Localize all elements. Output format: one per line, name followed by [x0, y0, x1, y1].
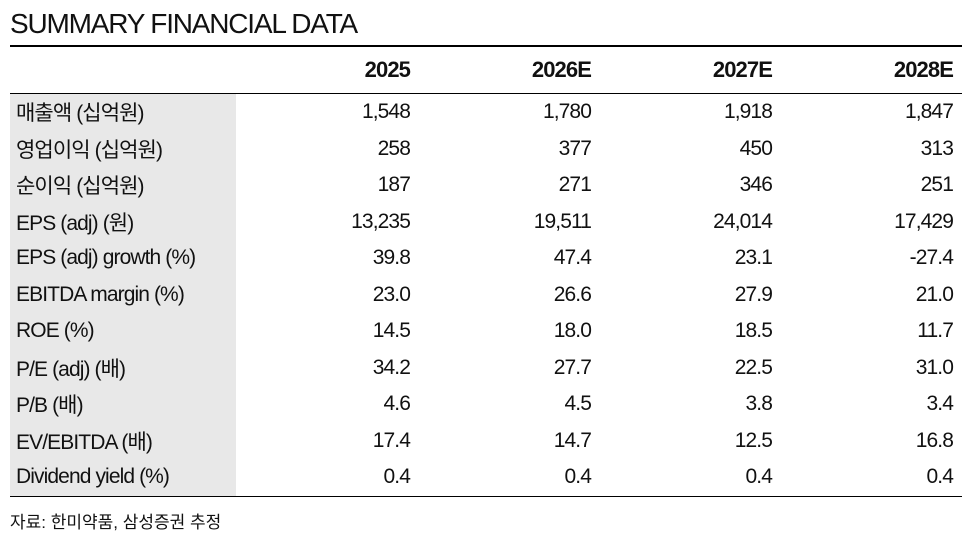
table-cell: 39.8: [372, 246, 411, 270]
table-row: P/B (배) 4.6 4.5 3.8 3.4: [10, 386, 962, 423]
table-cell: 47.4: [553, 246, 592, 270]
table-row: 영업이익 (십억원) 258 377 450 313: [10, 130, 962, 167]
row-label: 매출액 (십억원): [10, 94, 236, 131]
table-cell: 1,918: [723, 100, 773, 124]
table-cell: 14.7: [553, 428, 592, 452]
table-cell: 19,511: [533, 209, 592, 233]
table-cell: 24,014: [713, 209, 773, 233]
table-cell: 187: [377, 173, 411, 197]
table-cell: 23.0: [372, 282, 411, 306]
table-cell: 377: [558, 136, 592, 160]
table-cell: 23.1: [734, 246, 773, 270]
table-cell: 16.8: [915, 428, 954, 452]
table-row: EPS (adj) growth (%) 39.8 47.4 23.1 -27.…: [10, 240, 962, 277]
table-cell: 26.6: [553, 282, 592, 306]
table-cell: 251: [920, 173, 954, 197]
column-header: 2026E: [531, 57, 592, 82]
table-cell: 313: [920, 136, 954, 160]
table-cell: 13,235: [351, 209, 411, 233]
table-cell: 17,429: [894, 209, 954, 233]
table-header-rule: [10, 93, 962, 94]
column-header: 2025: [364, 57, 411, 82]
table-cell: 0.4: [564, 465, 592, 489]
table-cell: 12.5: [734, 428, 773, 452]
table-header-row: 2025 2026E 2027E 2028E: [10, 47, 962, 93]
table-row: EPS (adj) (원) 13,235 19,511 24,014 17,42…: [10, 203, 962, 240]
header-label-cell: [10, 47, 236, 93]
table-row: ROE (%) 14.5 18.0 18.5 11.7: [10, 313, 962, 350]
table-cell: 11.7: [917, 319, 954, 343]
table-cell: 34.2: [372, 355, 411, 379]
row-label: 영업이익 (십억원): [10, 130, 236, 167]
table-row: P/E (adj) (배) 34.2 27.7 22.5 31.0: [10, 349, 962, 386]
table-row: 매출액 (십억원) 1,548 1,780 1,918 1,847: [10, 94, 962, 131]
row-label: EV/EBITDA (배): [10, 422, 236, 459]
table-cell: 258: [377, 136, 411, 160]
row-label: Dividend yield (%): [10, 459, 236, 496]
table-cell: 3.8: [745, 392, 773, 416]
table-cell: 346: [739, 173, 773, 197]
table-cell: 0.4: [745, 465, 773, 489]
table-top-rule: [10, 45, 962, 47]
row-label: P/B (배): [10, 386, 236, 423]
table-cell: -27.4: [909, 246, 954, 270]
row-label: P/E (adj) (배): [10, 349, 236, 386]
row-label: 순이익 (십억원): [10, 167, 236, 204]
table-cell: 21.0: [915, 282, 954, 306]
table-cell: 3.4: [926, 392, 954, 416]
table-cell: 4.6: [383, 392, 411, 416]
row-label: EBITDA margin (%): [10, 276, 236, 313]
table-cell: 18.0: [553, 319, 592, 343]
table-cell: 14.5: [372, 319, 411, 343]
table-cell: 0.4: [383, 465, 411, 489]
column-header: 2027E: [712, 57, 773, 82]
table-cell: 22.5: [734, 355, 773, 379]
table-row: EBITDA margin (%) 23.0 26.6 27.9 21.0: [10, 276, 962, 313]
table-cell: 1,780: [542, 100, 592, 124]
table-cell: 1,847: [904, 100, 954, 124]
table-row: 순이익 (십억원) 187 271 346 251: [10, 167, 962, 204]
row-label: ROE (%): [10, 313, 236, 350]
page-title: SUMMARY FINANCIAL DATA: [10, 8, 358, 39]
table-cell: 27.9: [734, 282, 773, 306]
financial-table: 2025 2026E 2027E 2028E 매출액 (십억원) 1,548 1…: [10, 45, 962, 497]
table-cell: 1,548: [361, 100, 411, 124]
table-row: Dividend yield (%) 0.4 0.4 0.4 0.4: [10, 459, 962, 496]
table-cell: 31.0: [915, 355, 954, 379]
table-cell: 27.7: [553, 355, 592, 379]
row-label: EPS (adj) growth (%): [10, 240, 236, 277]
source-note: 자료: 한미약품, 삼성증권 추정: [10, 513, 222, 532]
table-cell: 0.4: [926, 465, 954, 489]
table-cell: 17.4: [372, 428, 411, 452]
table-bottom-rule: [10, 495, 962, 497]
table-row: EV/EBITDA (배) 17.4 14.7 12.5 16.8: [10, 422, 962, 459]
table-cell: 4.5: [564, 392, 592, 416]
row-label: EPS (adj) (원): [10, 203, 236, 240]
table-cell: 271: [558, 173, 592, 197]
table-cell: 450: [739, 136, 773, 160]
table-cell: 18.5: [734, 319, 773, 343]
column-header: 2028E: [893, 57, 954, 82]
